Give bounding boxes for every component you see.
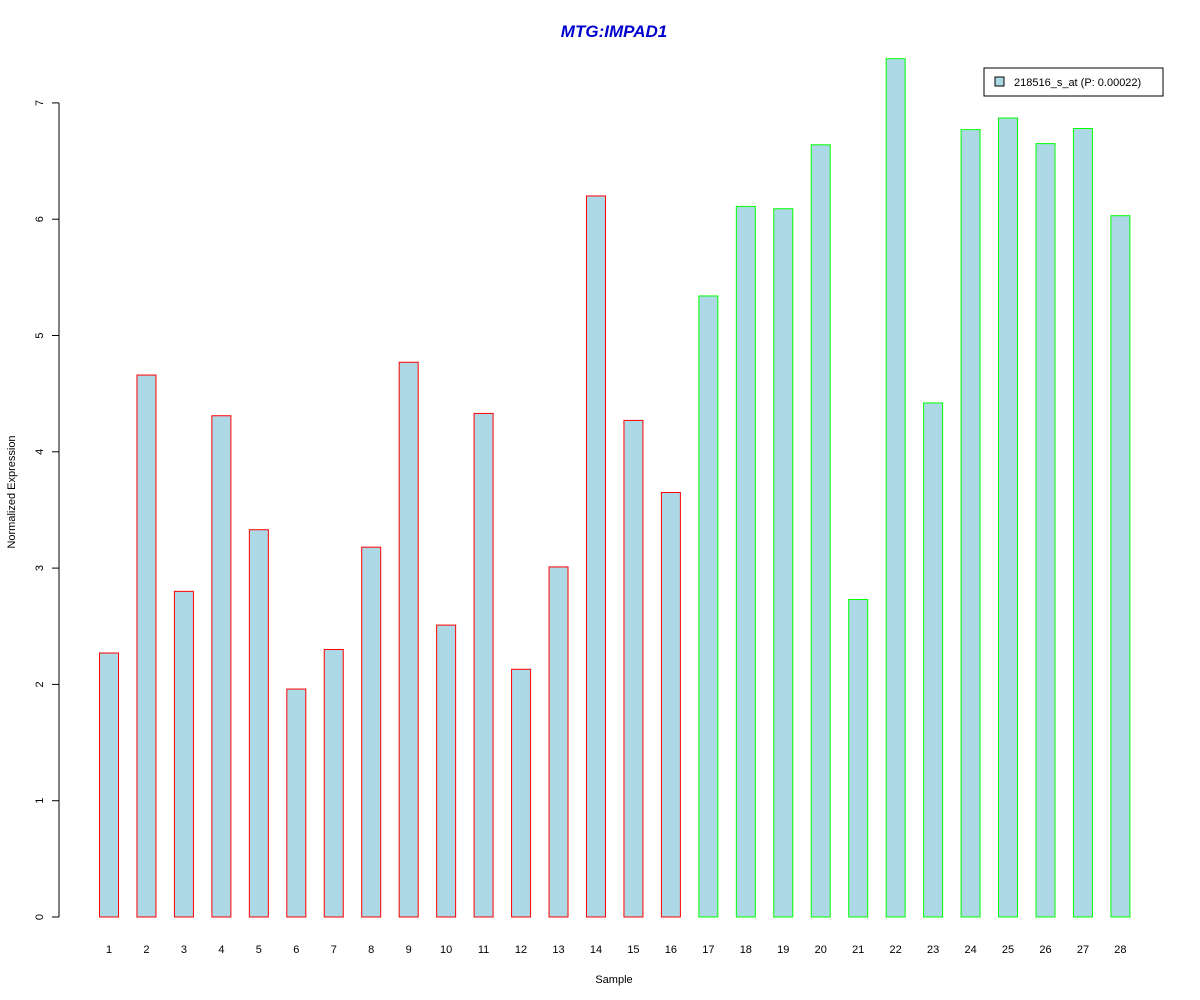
y-tick-label: 2 — [34, 681, 46, 687]
x-tick-label: 14 — [590, 944, 602, 956]
y-tick-label: 6 — [34, 216, 46, 222]
bar — [436, 624, 457, 918]
x-axis-label: Sample — [595, 974, 632, 986]
x-tick-label: 26 — [1039, 944, 1051, 956]
bar — [1110, 215, 1131, 918]
legend-swatch — [994, 76, 1005, 87]
x-tick-label: 15 — [627, 944, 639, 956]
y-tick-label: 5 — [34, 332, 46, 338]
bar — [810, 144, 831, 918]
x-tick-label: 10 — [440, 944, 452, 956]
x-tick-label: 16 — [665, 944, 677, 956]
bar — [735, 205, 756, 918]
y-tick-label: 4 — [34, 449, 46, 455]
y-tick-label: 7 — [34, 100, 46, 106]
bar — [773, 208, 794, 918]
bar — [173, 590, 194, 918]
x-tick-label: 9 — [406, 944, 412, 956]
bar — [698, 295, 719, 918]
y-axis: 0 1 2 3 4 5 6 7 — [34, 100, 60, 920]
bar — [623, 419, 644, 918]
bars-group — [99, 58, 1131, 918]
x-tick-label: 13 — [552, 944, 564, 956]
x-tick-label: 28 — [1114, 944, 1126, 956]
bar — [885, 58, 906, 918]
x-tick-label: 2 — [143, 944, 149, 956]
bar — [585, 195, 606, 918]
y-tick-label: 0 — [34, 914, 46, 920]
y-tick-label: 3 — [34, 565, 46, 571]
x-tick-label: 4 — [218, 944, 224, 956]
x-tick-label: 18 — [740, 944, 752, 956]
x-tick-label: 25 — [1002, 944, 1014, 956]
x-tick-label: 8 — [368, 944, 374, 956]
bar — [473, 412, 494, 918]
bar — [398, 361, 419, 918]
x-tick-label: 19 — [777, 944, 789, 956]
x-tick-label: 24 — [964, 944, 976, 956]
x-tick-label: 27 — [1077, 944, 1089, 956]
bar — [848, 599, 869, 918]
bar — [1035, 143, 1056, 918]
x-tick-label: 6 — [293, 944, 299, 956]
y-axis-label: Normalized Expression — [6, 435, 18, 548]
bar — [323, 649, 344, 918]
bar — [960, 129, 981, 918]
x-tick-label: 1 — [106, 944, 112, 956]
bar — [548, 566, 569, 918]
bar — [998, 117, 1019, 918]
legend-box — [983, 67, 1164, 97]
bar — [286, 688, 307, 918]
bar — [248, 529, 269, 918]
legend: 218516_s_at (P: 0.00022) — [983, 67, 1164, 97]
x-tick-label: 7 — [331, 944, 337, 956]
bar — [136, 374, 157, 918]
bar — [660, 492, 681, 918]
x-tick-label: 23 — [927, 944, 939, 956]
x-tick-label: 5 — [256, 944, 262, 956]
bar — [361, 546, 382, 918]
bar — [1072, 127, 1093, 918]
bar — [511, 668, 532, 918]
x-tick-label: 20 — [815, 944, 827, 956]
legend-label: 218516_s_at (P: 0.00022) — [1014, 77, 1141, 89]
x-tick-label: 22 — [890, 944, 902, 956]
y-tick-label: 1 — [34, 798, 46, 804]
x-tick-label: 21 — [852, 944, 864, 956]
x-axis: 1 2 3 4 5 6 7 8 9 10 11 12 13 14 15 16 17 18 19 20 21 22 23 24 2… — [106, 944, 1127, 956]
x-tick-label: 12 — [515, 944, 527, 956]
bar — [99, 652, 119, 918]
x-tick-label: 11 — [478, 944, 489, 956]
x-tick-label: 17 — [702, 944, 714, 956]
x-tick-label: 3 — [181, 944, 187, 956]
bar — [923, 402, 944, 918]
bar — [211, 415, 232, 918]
chart-title: MTG:IMPAD1 — [561, 22, 667, 41]
